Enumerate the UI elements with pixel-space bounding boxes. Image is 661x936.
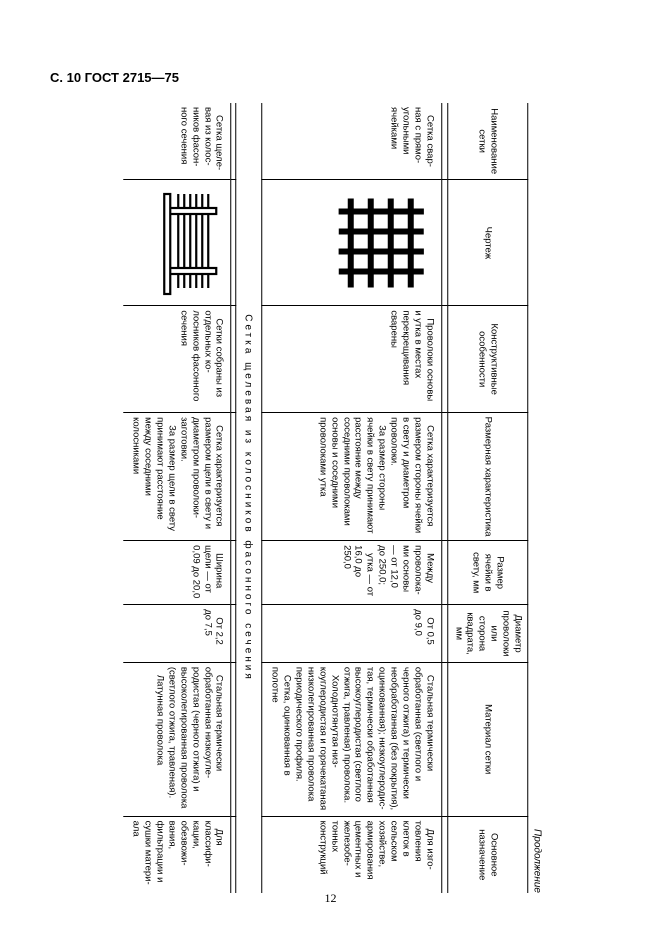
col-size: Размер ячейки в свету, мм	[448, 541, 528, 605]
cell-size: Между проволока­ми осно­вы — от 12,0 до …	[262, 541, 441, 605]
cell-diam: От 2,2 до 7,5	[124, 605, 232, 663]
cell-name: Сетка свар­ная с прямо­угольными ячейкам…	[262, 103, 441, 180]
cell-drawing	[124, 180, 232, 306]
col-purpose: Основное назначение	[448, 816, 528, 893]
col-name: Наименование сетки	[448, 103, 528, 180]
cell-diam: От 0,5 до 9,0	[262, 605, 441, 663]
header-gap	[442, 103, 448, 893]
continuation-label: Продолжение	[531, 103, 542, 893]
page-header: С. 10 ГОСТ 2715—75	[50, 70, 616, 85]
rotated-table-wrapper: Продолжение Наименование сетки Чертеж Ко…	[50, 103, 616, 893]
spec-table: Наименование сетки Чертеж Конструктивные…	[262, 103, 529, 893]
gap-row	[231, 103, 236, 893]
cell-purpose: Для классифи­кации, обезвожи­вания, филь…	[124, 816, 232, 893]
col-dim: Размерная характеристика	[448, 413, 528, 541]
cell-drawing	[262, 180, 441, 306]
cell-constr: Сетки собраны из отдельных ко­лосников ф…	[124, 306, 232, 413]
slot-grid-icon	[159, 188, 221, 298]
spec-table-2: Сетка щеле­вая из колос­ников фасон­ного…	[124, 103, 237, 893]
cell-material: Стальная термически обработанная низкоуг…	[124, 662, 232, 816]
cell-constr: Проволоки ос­новы и утка в ме­стах перек…	[262, 306, 441, 413]
table-row: Сетка свар­ная с прямо­угольными ячейкам…	[262, 103, 441, 893]
cell-dim: Сетка характеризу­ется размером сторо­ны…	[262, 413, 441, 541]
grid-mesh-icon	[331, 193, 431, 293]
table-header-row: Наименование сетки Чертеж Конструктивные…	[448, 103, 528, 893]
section-title: Сетка щелевая из колосников фасонного се…	[237, 103, 262, 893]
table-row: Сетка щеле­вая из колос­ников фасон­ного…	[124, 103, 232, 893]
col-material: Материал сетки	[448, 662, 528, 816]
page-number: 12	[325, 891, 337, 906]
cell-dim: Сетка характеризу­ется размером щели в с…	[124, 413, 232, 541]
cell-name: Сетка щеле­вая из колос­ников фасон­ного…	[124, 103, 232, 180]
col-diam: Диаметр проволоки или сторона квад­рата,…	[448, 605, 528, 663]
col-drawing: Чертеж	[448, 180, 528, 306]
cell-material: Стальная термически обработанная (светло…	[262, 662, 441, 816]
col-constr: Конструктивные особенности	[448, 306, 528, 413]
cell-size: Ширина щели — от 0,09 до 20,0	[124, 541, 232, 605]
cell-purpose: Для изго­товления клеток в сельском хозя…	[262, 816, 441, 893]
